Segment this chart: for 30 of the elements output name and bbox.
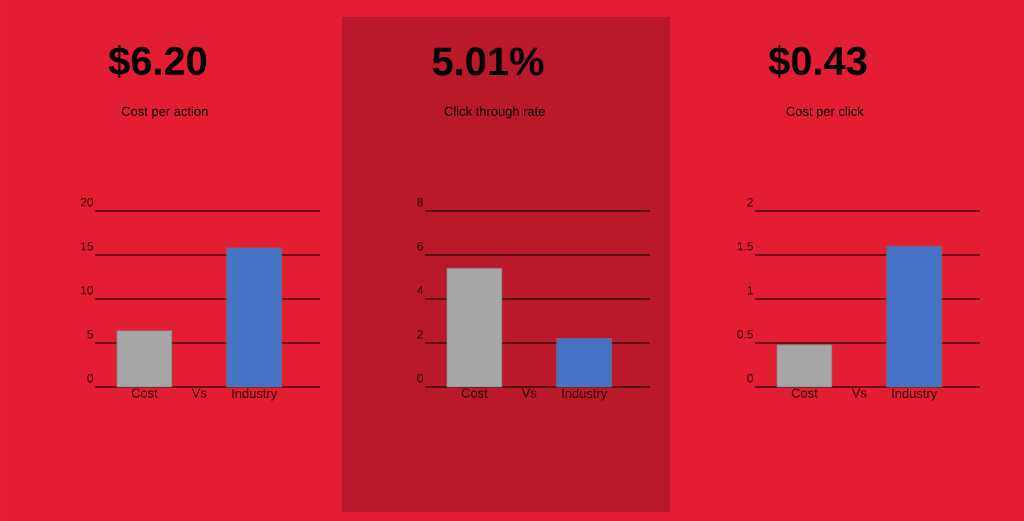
y-tick-label: 2 <box>747 198 753 207</box>
x-tick-label: Cost <box>791 388 818 398</box>
x-tick-label: Industry <box>232 388 278 401</box>
y-tick-label: 5 <box>87 330 93 339</box>
y-tick-label: 1 <box>747 286 753 295</box>
chart-title: $0.43 <box>768 45 867 78</box>
x-tick-label: Industry <box>562 388 608 401</box>
y-tick-label: 15 <box>81 242 93 251</box>
y-tick-label: 0.5 <box>737 330 753 339</box>
y-tick-label: 0 <box>87 374 94 383</box>
y-tick-label: 1.5 <box>737 242 753 251</box>
x-tick-label: Vs <box>521 388 537 398</box>
y-tick-label: 10 <box>81 286 94 295</box>
x-tick-label: Cost <box>461 388 488 398</box>
x-tick-label: Vs <box>191 388 207 398</box>
y-tick-label: 0 <box>747 374 754 383</box>
chart-title: 5.01% <box>432 47 544 76</box>
y-tick-label: 8 <box>417 198 423 207</box>
y-tick-label: 2 <box>417 330 423 339</box>
y-tick-label: 6 <box>417 242 423 251</box>
chart-subtitle: Cost per click <box>786 106 864 119</box>
x-tick-label: Cost <box>131 388 158 398</box>
y-tick-label: 4 <box>417 286 424 295</box>
chart-subtitle: Cost per action <box>121 106 208 119</box>
y-tick-label: 0 <box>417 374 424 383</box>
chart-subtitle: Click through rate <box>444 106 545 119</box>
y-tick-label: 20 <box>80 198 94 207</box>
x-tick-label: Industry <box>892 388 938 401</box>
chart-title: $6.20 <box>108 45 207 78</box>
x-tick-label: Vs <box>851 388 867 398</box>
